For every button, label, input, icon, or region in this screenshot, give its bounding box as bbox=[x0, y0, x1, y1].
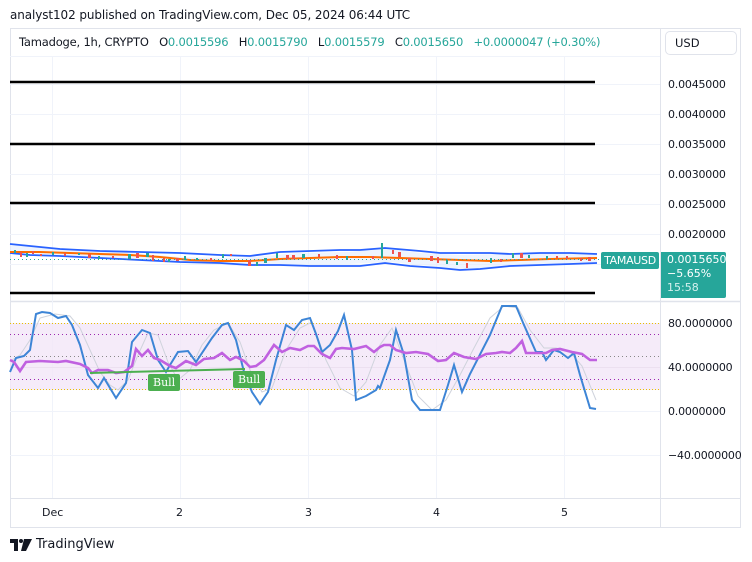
candles bbox=[14, 243, 591, 268]
price-tick: 0.0045000 bbox=[668, 78, 726, 91]
chart-frame bbox=[10, 28, 741, 528]
low-value: 0.0015579 bbox=[324, 35, 385, 49]
price-tick: 0.0040000 bbox=[668, 108, 726, 121]
low-label: L bbox=[317, 35, 325, 49]
change-value: +0.0000047 (+0.30%) bbox=[473, 35, 601, 49]
indicator-tick: 0.0000000 bbox=[668, 405, 726, 418]
price-tick: 0.0020000 bbox=[668, 228, 726, 241]
grid-horizontal bbox=[10, 84, 660, 456]
last-price-tag: 0.0015650 −5.65% 15:58 bbox=[661, 252, 727, 298]
indicator-tick: 80.0000000 bbox=[668, 317, 733, 330]
symbol-description: Tamadoge, 1h, CRYPTO bbox=[19, 35, 149, 49]
close-value: 0.0015650 bbox=[402, 35, 464, 49]
time-tick: 2 bbox=[176, 506, 183, 519]
price-tick: 0.0025000 bbox=[668, 198, 726, 211]
symbol-price-tag: TAMAUSD bbox=[601, 252, 659, 269]
close-label: C bbox=[394, 35, 403, 49]
change-percent: −5.65% bbox=[667, 267, 712, 280]
stoch-k-line bbox=[9, 305, 597, 411]
indicator-tick: 40.0000000 bbox=[668, 361, 733, 374]
indicator-tick: −40.0000000 bbox=[668, 449, 742, 462]
time-tick: Dec bbox=[42, 506, 64, 519]
bollinger-lower bbox=[9, 252, 598, 271]
bull-signal-badge: Bull bbox=[233, 371, 266, 388]
open-label: O bbox=[159, 35, 168, 49]
price-tick: 0.0030000 bbox=[668, 168, 726, 181]
time-tick: 5 bbox=[561, 506, 568, 519]
time-tick: 3 bbox=[305, 506, 312, 519]
open-value: 0.0015596 bbox=[167, 35, 229, 49]
tradingview-logo-icon bbox=[10, 538, 32, 551]
tradingview-logo[interactable]: TradingView bbox=[10, 537, 115, 552]
bull-divergence-line bbox=[89, 368, 246, 374]
symbol-legend[interactable]: Tamadoge, 1h, CRYPTO O0.0015596 H0.00157… bbox=[19, 35, 601, 49]
price-tick: 0.0035000 bbox=[668, 138, 726, 151]
high-value: 0.0015790 bbox=[247, 35, 308, 49]
bull-signal-badge: Bull bbox=[148, 374, 181, 391]
last-price: 0.0015650 bbox=[667, 253, 727, 266]
time-tick: 4 bbox=[433, 506, 440, 519]
bollinger-upper bbox=[9, 243, 598, 257]
published-line: analyst102 published on TradingView.com,… bbox=[10, 8, 411, 22]
tradingview-brand: TradingView bbox=[36, 537, 115, 552]
horizontal-levels bbox=[10, 80, 595, 295]
bar-countdown: 15:58 bbox=[667, 281, 699, 294]
grid-vertical bbox=[52, 56, 565, 498]
high-label: H bbox=[238, 35, 248, 49]
currency-button[interactable]: USD bbox=[665, 31, 737, 55]
